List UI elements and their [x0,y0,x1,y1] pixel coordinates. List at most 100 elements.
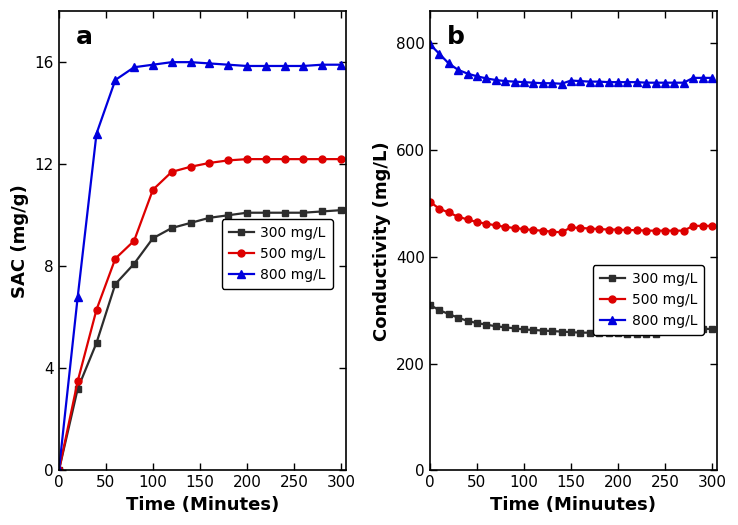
500 mg/L [224,158,232,164]
500 mg/L [708,223,717,229]
500 mg/L [595,226,604,232]
500 mg/L [472,219,481,225]
300 mg/L [520,327,528,333]
Line: 500 mg/L: 500 mg/L [427,198,715,236]
800 mg/L [186,59,195,65]
300 mg/L [280,209,289,216]
800 mg/L [661,79,669,86]
300 mg/L [186,220,195,226]
Y-axis label: Conductivity (mg/L): Conductivity (mg/L) [373,141,390,341]
300 mg/L [613,330,622,337]
500 mg/L [426,198,435,205]
800 mg/L [454,67,463,73]
300 mg/L [510,326,519,332]
800 mg/L [111,77,120,83]
X-axis label: Time (Minuutes): Time (Minuutes) [490,496,656,514]
300 mg/L [426,302,435,308]
300 mg/L [576,330,584,336]
300 mg/L [454,314,463,321]
300 mg/L [148,235,157,242]
300 mg/L [670,326,679,332]
300 mg/L [73,386,82,392]
800 mg/L [651,79,660,86]
800 mg/L [224,61,232,68]
300 mg/L [500,324,509,330]
800 mg/L [698,75,707,81]
Line: 300 mg/L: 300 mg/L [55,207,345,474]
800 mg/L [299,63,308,69]
300 mg/L [243,209,252,216]
500 mg/L [492,222,500,228]
800 mg/L [243,63,252,69]
300 mg/L [595,330,604,337]
800 mg/L [55,467,63,474]
Legend: 300 mg/L, 500 mg/L, 800 mg/L: 300 mg/L, 500 mg/L, 800 mg/L [593,265,704,335]
500 mg/L [698,223,707,229]
800 mg/L [492,77,500,83]
300 mg/L [482,321,491,328]
300 mg/L [492,323,500,329]
500 mg/L [299,156,308,162]
800 mg/L [567,77,576,83]
500 mg/L [679,227,688,234]
800 mg/L [426,41,435,47]
300 mg/L [299,209,308,216]
300 mg/L [689,326,697,332]
300 mg/L [604,330,613,337]
800 mg/L [317,61,326,68]
300 mg/L [92,340,101,346]
800 mg/L [73,294,82,300]
800 mg/L [482,75,491,81]
Line: 500 mg/L: 500 mg/L [55,155,345,474]
Line: 300 mg/L: 300 mg/L [427,301,715,337]
500 mg/L [529,227,538,233]
800 mg/L [585,78,594,85]
800 mg/L [632,79,641,85]
300 mg/L [111,281,120,287]
300 mg/L [337,207,345,213]
300 mg/L [708,326,717,332]
500 mg/L [500,224,509,230]
800 mg/L [679,79,688,86]
300 mg/L [679,326,688,332]
300 mg/L [168,225,176,231]
300 mg/L [472,320,481,326]
500 mg/L [55,467,63,474]
300 mg/L [585,330,594,336]
500 mg/L [567,224,576,230]
800 mg/L [613,79,622,85]
800 mg/L [642,79,651,86]
500 mg/L [243,156,252,162]
800 mg/L [500,78,509,84]
Text: a: a [76,25,93,49]
500 mg/L [73,378,82,384]
800 mg/L [261,63,270,69]
Line: 800 mg/L: 800 mg/L [426,40,716,88]
800 mg/L [205,60,214,67]
500 mg/L [585,225,594,232]
Legend: 300 mg/L, 500 mg/L, 800 mg/L: 300 mg/L, 500 mg/L, 800 mg/L [221,219,333,289]
500 mg/L [510,225,519,231]
300 mg/L [435,307,444,313]
300 mg/L [55,467,63,474]
500 mg/L [463,216,472,223]
300 mg/L [529,327,538,333]
300 mg/L [557,329,566,335]
500 mg/L [111,256,120,262]
800 mg/L [130,64,139,70]
500 mg/L [642,227,651,234]
500 mg/L [205,160,214,166]
800 mg/L [548,80,556,87]
800 mg/L [708,75,717,81]
X-axis label: Time (Minutes): Time (Minutes) [125,496,279,514]
800 mg/L [168,59,176,65]
800 mg/L [529,79,538,86]
800 mg/L [670,79,679,86]
800 mg/L [280,63,289,69]
500 mg/L [444,209,453,216]
800 mg/L [604,79,613,85]
800 mg/L [92,130,101,136]
800 mg/L [337,61,345,68]
500 mg/L [651,227,660,234]
300 mg/L [651,331,660,337]
